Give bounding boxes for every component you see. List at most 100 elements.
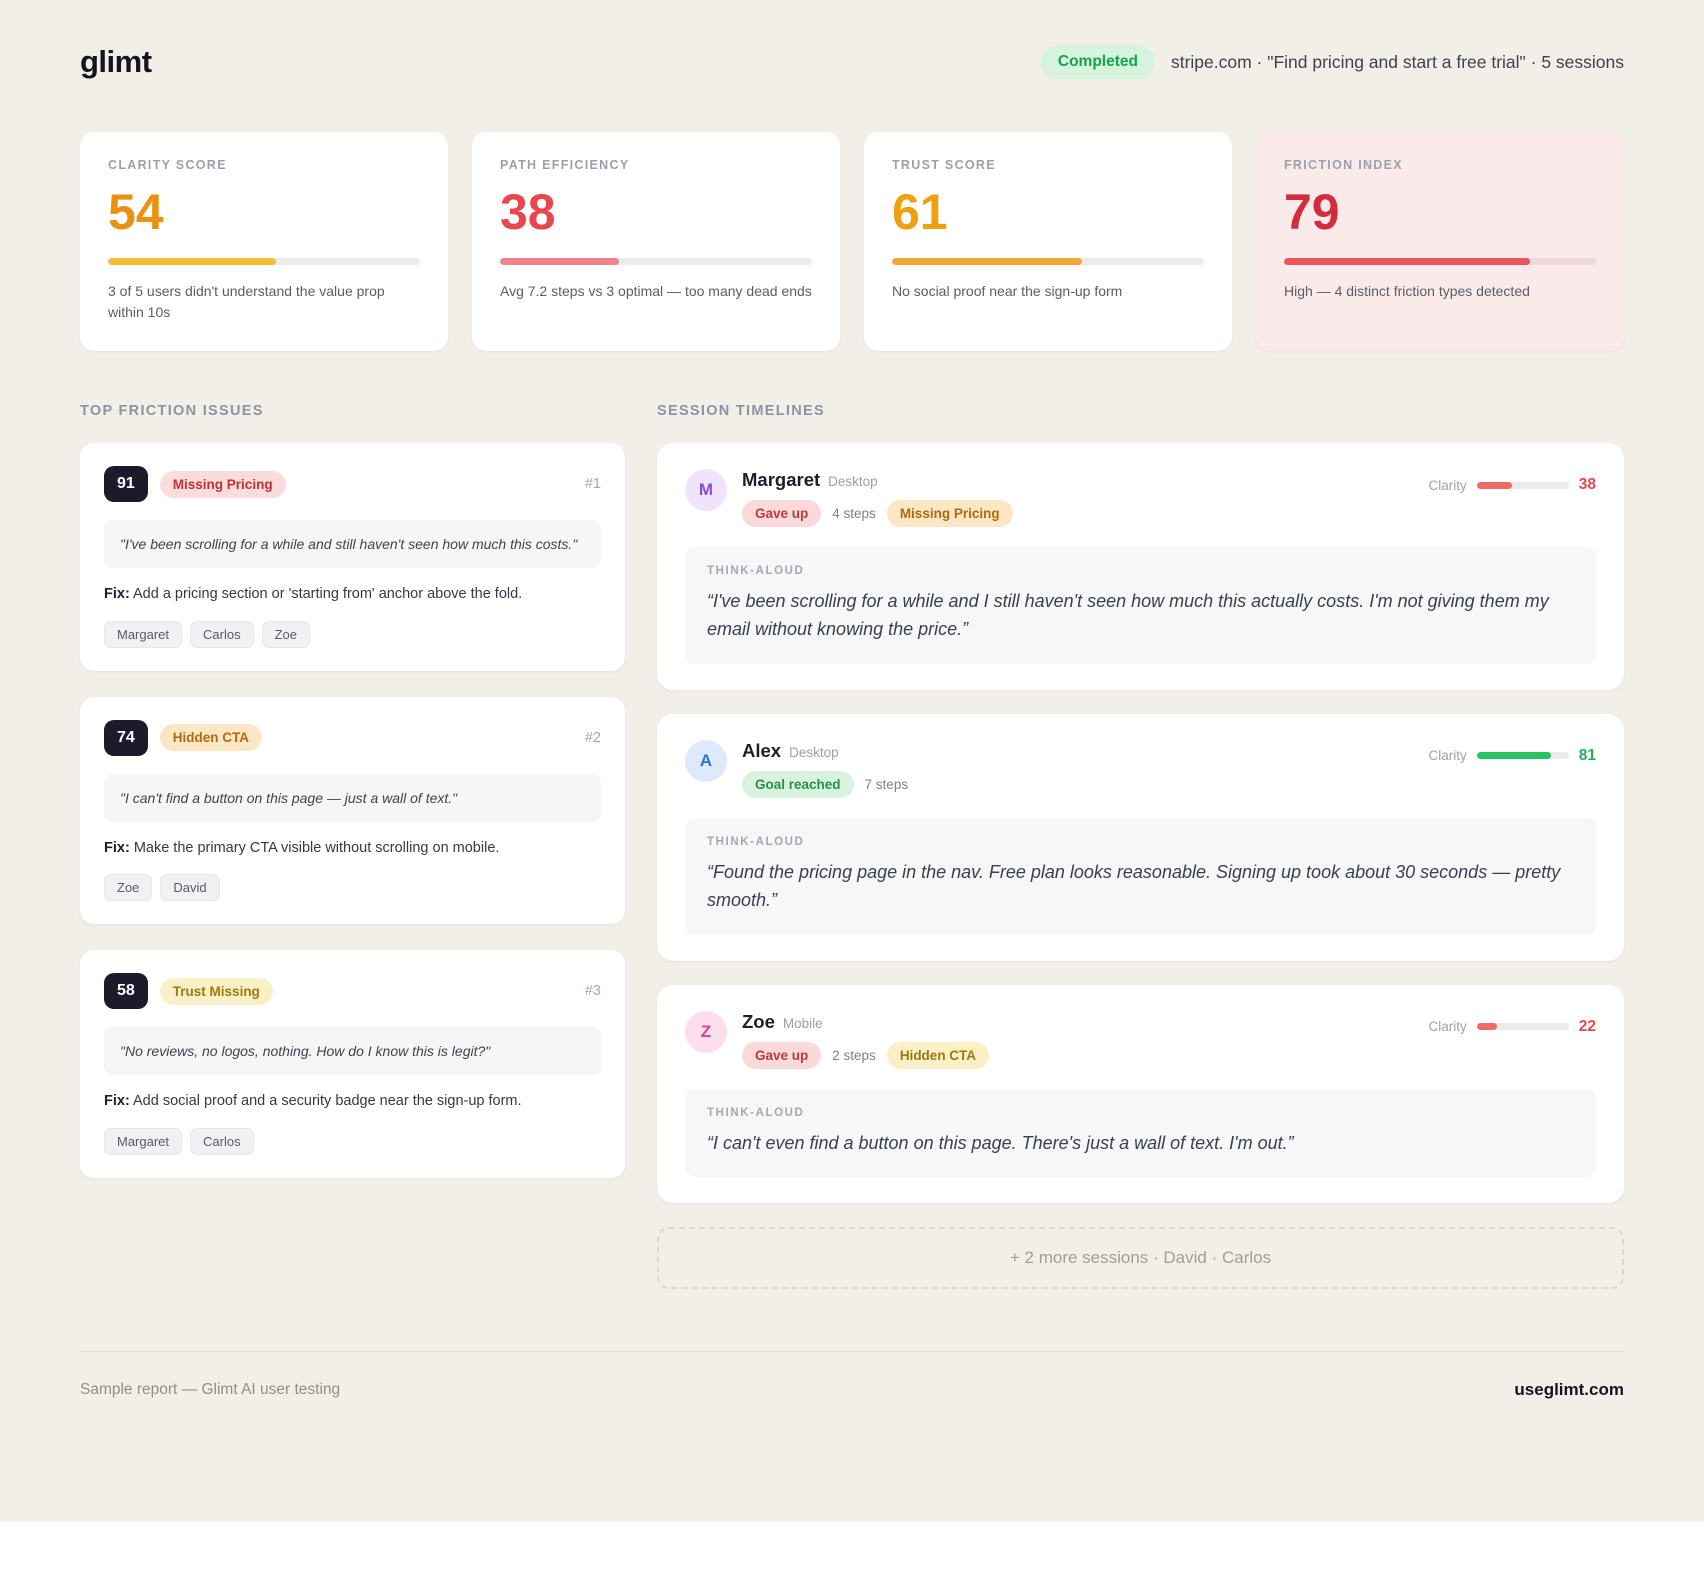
metric-progress-track	[500, 258, 812, 265]
issue-fix-line: Fix: Add social proof and a security bad…	[104, 1091, 601, 1111]
session-steps: 2 steps	[832, 1047, 876, 1063]
thinkaloud-block: THINK-ALOUD “Found the pricing page in t…	[685, 817, 1596, 935]
report-meta: stripe.com · "Find pricing and start a f…	[1170, 51, 1624, 72]
clarity-value: 38	[1578, 476, 1596, 493]
session-device: Desktop	[828, 474, 878, 489]
friction-issues-section: TOP FRICTION ISSUES 91 Missing Pricing #…	[80, 403, 625, 1204]
user-tag: Zoe	[261, 620, 311, 648]
more-sessions-expander[interactable]: + 2 more sessions · David · Carlos	[657, 1227, 1624, 1290]
clarity-value: 81	[1578, 746, 1596, 764]
session-name: Margaret	[742, 469, 821, 490]
fix-label: Fix:	[104, 1093, 130, 1110]
session-header: A Alex Desktop Goal reached 7 steps Clar	[685, 739, 1596, 798]
issue-fix-line: Fix: Add a pricing section or 'starting …	[104, 584, 601, 604]
clarity-label: Clarity	[1428, 1019, 1467, 1035]
issue-tag-badge: Trust Missing	[159, 977, 273, 1005]
friction-issue-card: 91 Missing Pricing #1 "I've been scrolli…	[80, 443, 625, 671]
issue-rank: #1	[584, 476, 601, 492]
issue-header: 74 Hidden CTA #2	[104, 719, 601, 756]
page-content: glimt Completed stripe.com · "Find prici…	[80, 44, 1624, 1400]
clarity-label: Clarity	[1428, 477, 1467, 493]
session-card: Z Zoe Mobile Gave up 2 steps Hidden CTA	[657, 984, 1624, 1204]
metric-progress-track	[892, 258, 1204, 265]
issue-tag-badge: Missing Pricing	[159, 470, 286, 498]
session-status-badge: Goal reached	[742, 770, 854, 798]
thinkaloud-label: THINK-ALOUD	[707, 1106, 805, 1119]
metric-progress-track	[1284, 258, 1596, 265]
metric-label: FRICTION INDEX	[1284, 158, 1403, 172]
clarity-fill	[1476, 752, 1552, 760]
thinkaloud-label: THINK-ALOUD	[707, 565, 805, 577]
fix-label: Fix:	[104, 586, 130, 603]
session-identity: Alex Desktop Goal reached 7 steps	[742, 740, 908, 798]
user-tag: Margaret	[104, 620, 183, 648]
metric-progress-fill	[1284, 258, 1531, 265]
avatar: A	[685, 739, 727, 782]
friction-issue-card: 58 Trust Missing #3 "No reviews, no logo…	[80, 950, 625, 1178]
session-header: Z Zoe Mobile Gave up 2 steps Hidden CTA	[685, 1010, 1596, 1069]
user-tag: Margaret	[104, 1127, 183, 1155]
user-tag: Carlos	[190, 620, 254, 648]
issue-header: 58 Trust Missing #3	[104, 973, 601, 1010]
clarity-track	[1476, 752, 1569, 760]
metric-description: High — 4 distinct friction types detecte…	[1284, 283, 1530, 299]
issue-fix-line: Fix: Make the primary CTA visible withou…	[104, 838, 601, 858]
metric-label: PATH EFFICIENCY	[500, 158, 630, 172]
user-tag: Carlos	[190, 1127, 254, 1155]
issue-score-chip: 58	[104, 973, 148, 1010]
issue-user-tags: Zoe David	[104, 874, 601, 902]
avatar: M	[685, 469, 727, 511]
app-logo[interactable]: glimt	[80, 44, 152, 79]
clarity-value: 22	[1578, 1017, 1596, 1035]
session-steps: 7 steps	[864, 776, 909, 792]
clarity-fill	[1476, 481, 1512, 489]
session-device: Desktop	[789, 744, 839, 760]
footer-site-link[interactable]: useglimt.com	[1514, 1380, 1624, 1400]
metric-description: No social proof near the sign-up form	[892, 283, 1123, 299]
session-name-row: Margaret Desktop	[742, 469, 1013, 491]
metrics-row: CLARITY SCORE 54 3 of 5 users didn't und…	[80, 132, 1624, 351]
session-clarity: Clarity 38	[1428, 469, 1596, 494]
session-steps: 4 steps	[832, 506, 876, 521]
user-tag: David	[160, 874, 220, 902]
header-meta-group: Completed stripe.com · "Find pricing and…	[1040, 45, 1624, 79]
session-status-badge: Gave up	[742, 500, 822, 527]
session-name-row: Alex Desktop	[742, 740, 908, 762]
status-badge: Completed	[1040, 45, 1155, 79]
issue-quote: "I've been scrolling for a while and sti…	[104, 520, 601, 569]
friction-section-title: TOP FRICTION ISSUES	[80, 403, 264, 419]
session-name: Zoe	[742, 1010, 775, 1032]
session-badge-row: Gave up 4 steps Missing Pricing	[742, 500, 1013, 527]
metric-value: 38	[500, 184, 556, 240]
issue-user-tags: Margaret Carlos	[104, 1127, 601, 1155]
issue-score-chip: 74	[104, 719, 148, 756]
issue-header: 91 Missing Pricing #1	[104, 466, 601, 502]
friction-issue-card: 74 Hidden CTA #2 "I can't find a button …	[80, 696, 625, 925]
session-clarity: Clarity 81	[1428, 740, 1596, 765]
metric-description: 3 of 5 users didn't understand the value…	[108, 283, 385, 320]
metric-description: Avg 7.2 steps vs 3 optimal — too many de…	[500, 283, 812, 299]
issue-user-tags: Margaret Carlos Zoe	[104, 620, 601, 648]
clarity-label: Clarity	[1428, 748, 1467, 764]
clarity-track	[1476, 481, 1569, 489]
session-badge-row: Goal reached 7 steps	[742, 770, 909, 798]
metric-label: TRUST SCORE	[892, 158, 996, 172]
issue-score-chip: 91	[104, 466, 148, 502]
session-clarity: Clarity 22	[1428, 1011, 1596, 1036]
metric-value: 61	[892, 184, 948, 240]
session-name-row: Zoe Mobile	[742, 1011, 989, 1033]
user-tag: Zoe	[104, 874, 153, 902]
issue-quote: "No reviews, no logos, nothing. How do I…	[104, 1027, 601, 1076]
metric-progress-track	[108, 258, 420, 265]
clarity-track	[1476, 1023, 1569, 1031]
metric-progress-fill	[108, 258, 277, 265]
metric-progress-fill	[500, 258, 619, 265]
fix-text: Make the primary CTA visible without scr…	[133, 839, 500, 856]
session-tag-badge: Missing Pricing	[886, 500, 1013, 527]
session-identity: Zoe Mobile Gave up 2 steps Hidden CTA	[742, 1011, 990, 1069]
metric-card-trust-score: TRUST SCORE 61 No social proof near the …	[864, 132, 1232, 351]
metric-card-clarity-score: CLARITY SCORE 54 3 of 5 users didn't und…	[80, 132, 448, 351]
session-card: M Margaret Desktop Gave up 4 steps Missin…	[657, 443, 1624, 690]
thinkaloud-quote: “Found the pricing page in the nav. Free…	[707, 861, 1561, 910]
metric-label: CLARITY SCORE	[108, 158, 227, 172]
